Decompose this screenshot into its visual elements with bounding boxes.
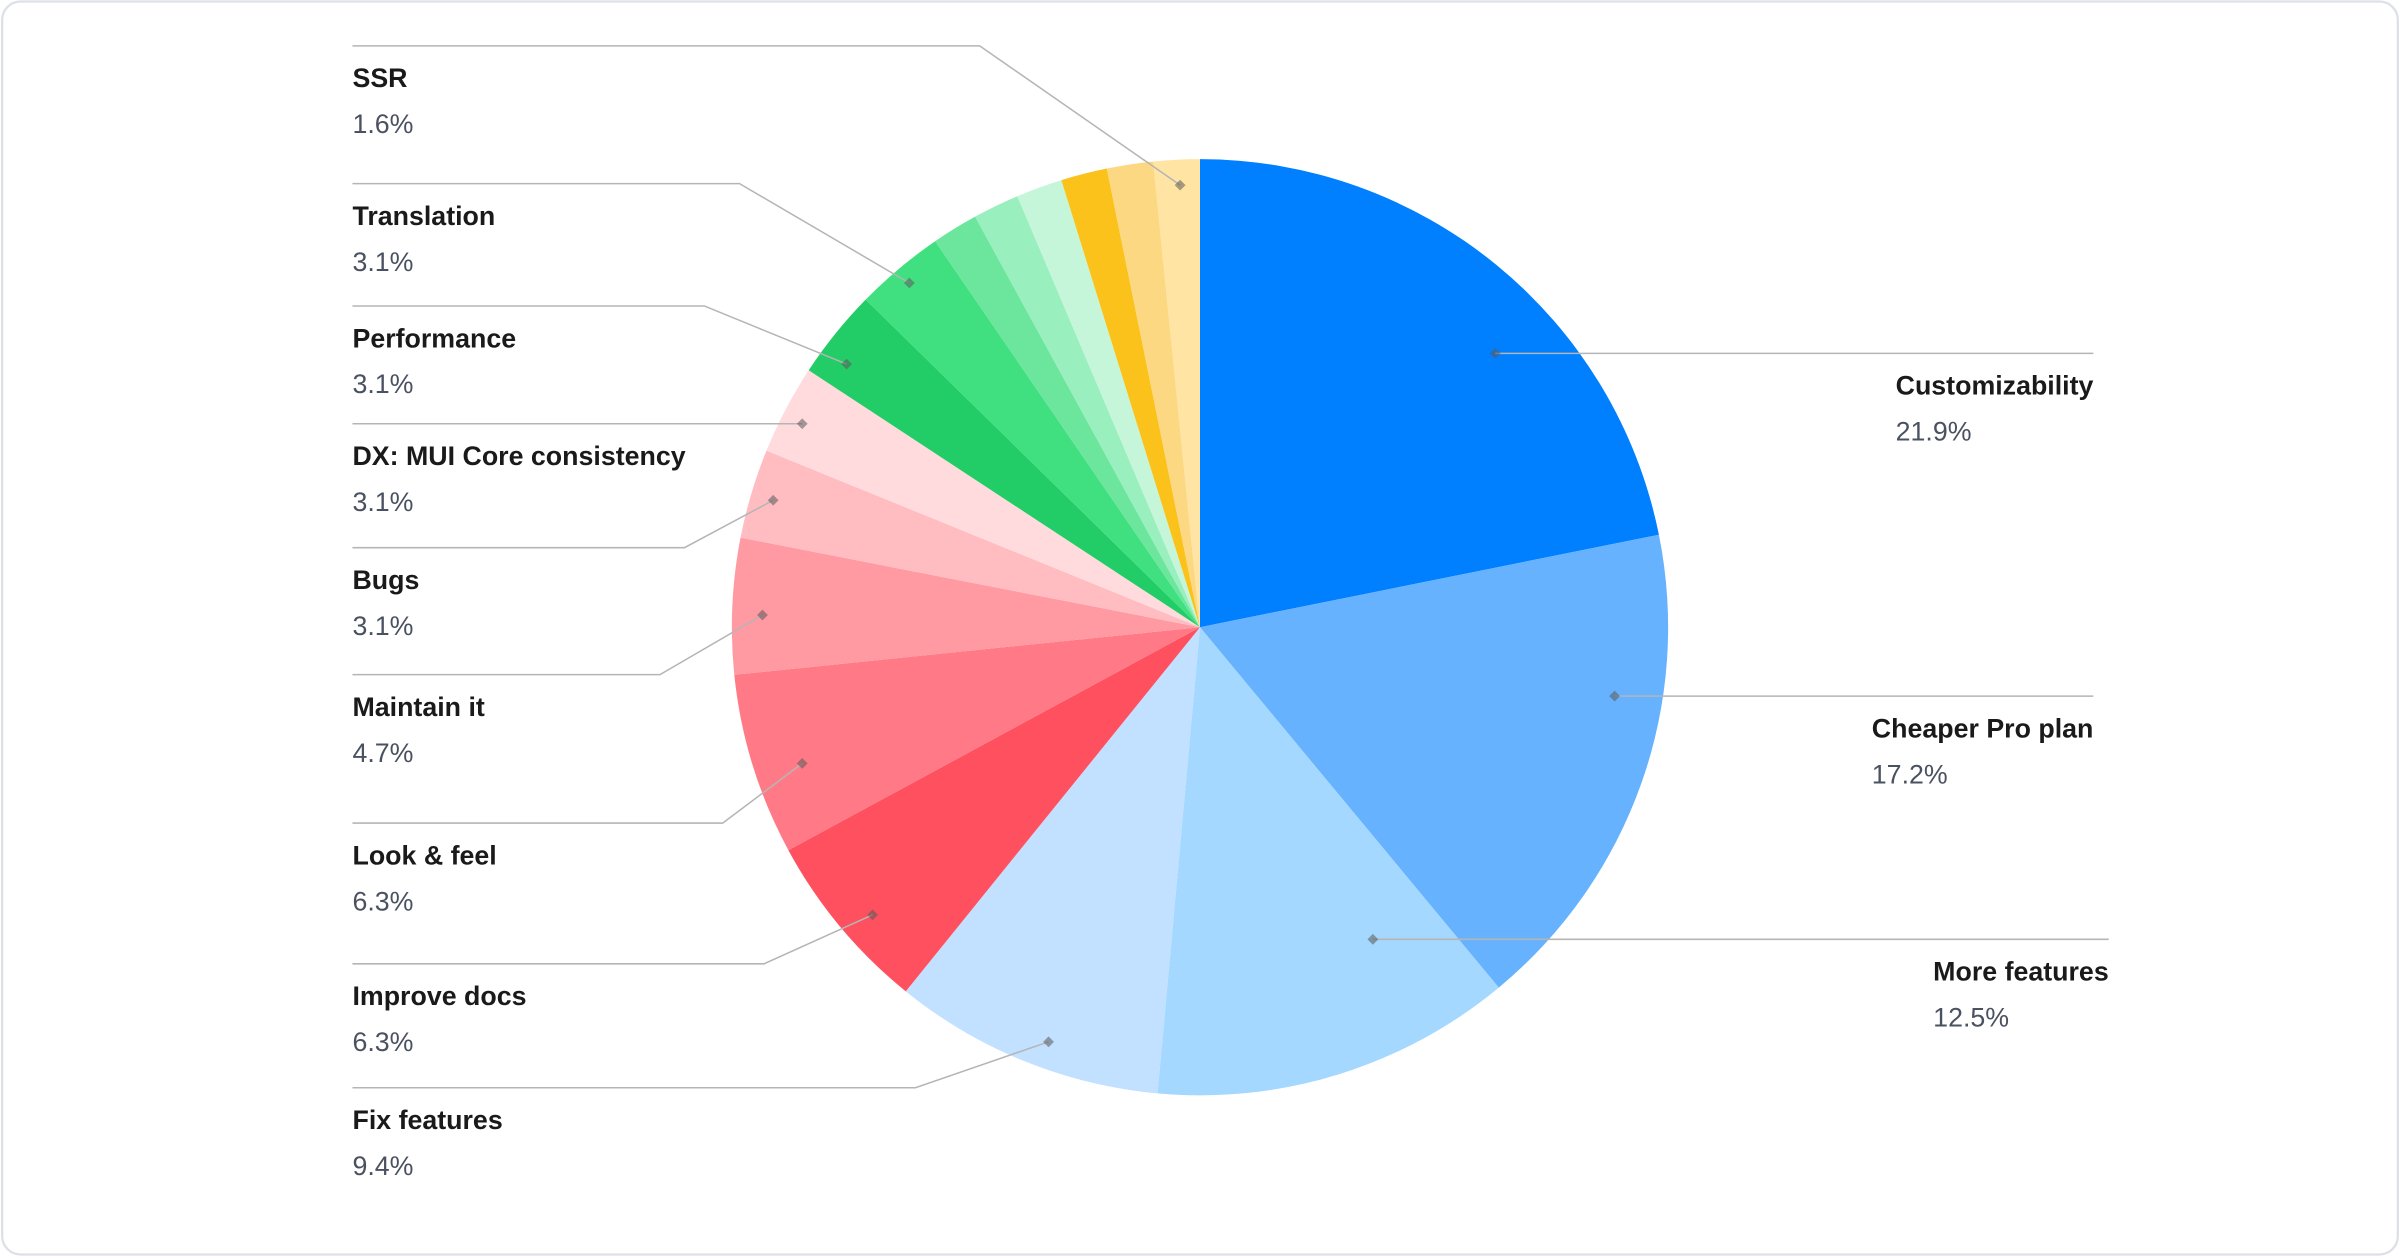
slice-label-value: 1.6% xyxy=(352,109,413,139)
slice-label-name: DX: MUI Core consistency xyxy=(352,441,685,471)
slice-label-value: 17.2% xyxy=(1872,759,1948,789)
leader-line xyxy=(352,614,763,676)
pie-slice xyxy=(1153,159,1200,628)
pie-slice xyxy=(1061,168,1200,628)
pie-slice xyxy=(905,627,1200,1094)
pie-slice xyxy=(734,627,1200,851)
slice-label-value: 4.7% xyxy=(352,738,413,768)
leader-dot xyxy=(841,358,853,370)
pie-slice xyxy=(788,627,1200,992)
slice-label-name: Customizability xyxy=(1896,371,2094,401)
leader-dot xyxy=(796,418,808,430)
slice-label-value: 3.1% xyxy=(352,247,413,277)
leader-dot xyxy=(1174,179,1186,191)
leader-dot xyxy=(1367,933,1379,945)
leader-dot xyxy=(1489,347,1501,359)
pie-slice xyxy=(865,241,1200,628)
pie-labels: Customizability 21.9% Cheaper Pro plan 17.2… xyxy=(352,45,2109,1181)
leader-line xyxy=(352,499,774,549)
pie-slice xyxy=(975,196,1200,628)
pie-slice xyxy=(766,370,1200,628)
slice-label-name: Bugs xyxy=(352,565,419,595)
slice-label-name: Improve docs xyxy=(352,981,526,1011)
slice-label-value: 6.3% xyxy=(352,1027,413,1057)
slice-label-value: 12.5% xyxy=(1933,1003,2009,1033)
leader-line xyxy=(352,914,873,965)
slice-label-name: Look & feel xyxy=(352,840,496,870)
pie-slice xyxy=(740,450,1200,628)
slice-label-name: Performance xyxy=(352,323,516,353)
slice-label-name: Cheaper Pro plan xyxy=(1872,713,2094,743)
slice-label-name: SSR xyxy=(352,63,407,93)
slice-label-name: Fix features xyxy=(352,1105,502,1135)
leader-line xyxy=(352,762,803,824)
pie-slice xyxy=(935,216,1200,628)
leader-dot xyxy=(867,909,879,921)
slice-label-value: 3.1% xyxy=(352,487,413,517)
slice-label-name: Translation xyxy=(352,201,495,231)
pie-slice xyxy=(731,537,1200,675)
leader-line xyxy=(352,45,1181,186)
slice-label-value: 3.1% xyxy=(352,369,413,399)
leader-dot xyxy=(757,609,768,621)
pie-slice xyxy=(1106,161,1200,628)
pie-slice xyxy=(808,299,1200,628)
slice-label-name: Maintain it xyxy=(352,692,484,722)
pie-slice xyxy=(1200,159,1659,628)
leader-line xyxy=(352,182,910,284)
leader-dot xyxy=(767,494,779,506)
pie-slice xyxy=(1017,180,1200,628)
leader-dot xyxy=(903,277,915,289)
pie-slice xyxy=(1157,627,1499,1096)
slice-label-value: 3.1% xyxy=(352,611,413,641)
leader-line xyxy=(352,1041,1049,1089)
pie-slices xyxy=(731,159,1669,1096)
slice-label-value: 6.3% xyxy=(352,886,413,916)
leader-dot xyxy=(796,757,808,769)
leader-line xyxy=(352,305,847,365)
slice-label-name: More features xyxy=(1933,957,2109,987)
pie-slice xyxy=(1200,534,1669,988)
slice-label-value: 9.4% xyxy=(352,1151,413,1181)
slice-label-value: 21.9% xyxy=(1896,417,1972,447)
